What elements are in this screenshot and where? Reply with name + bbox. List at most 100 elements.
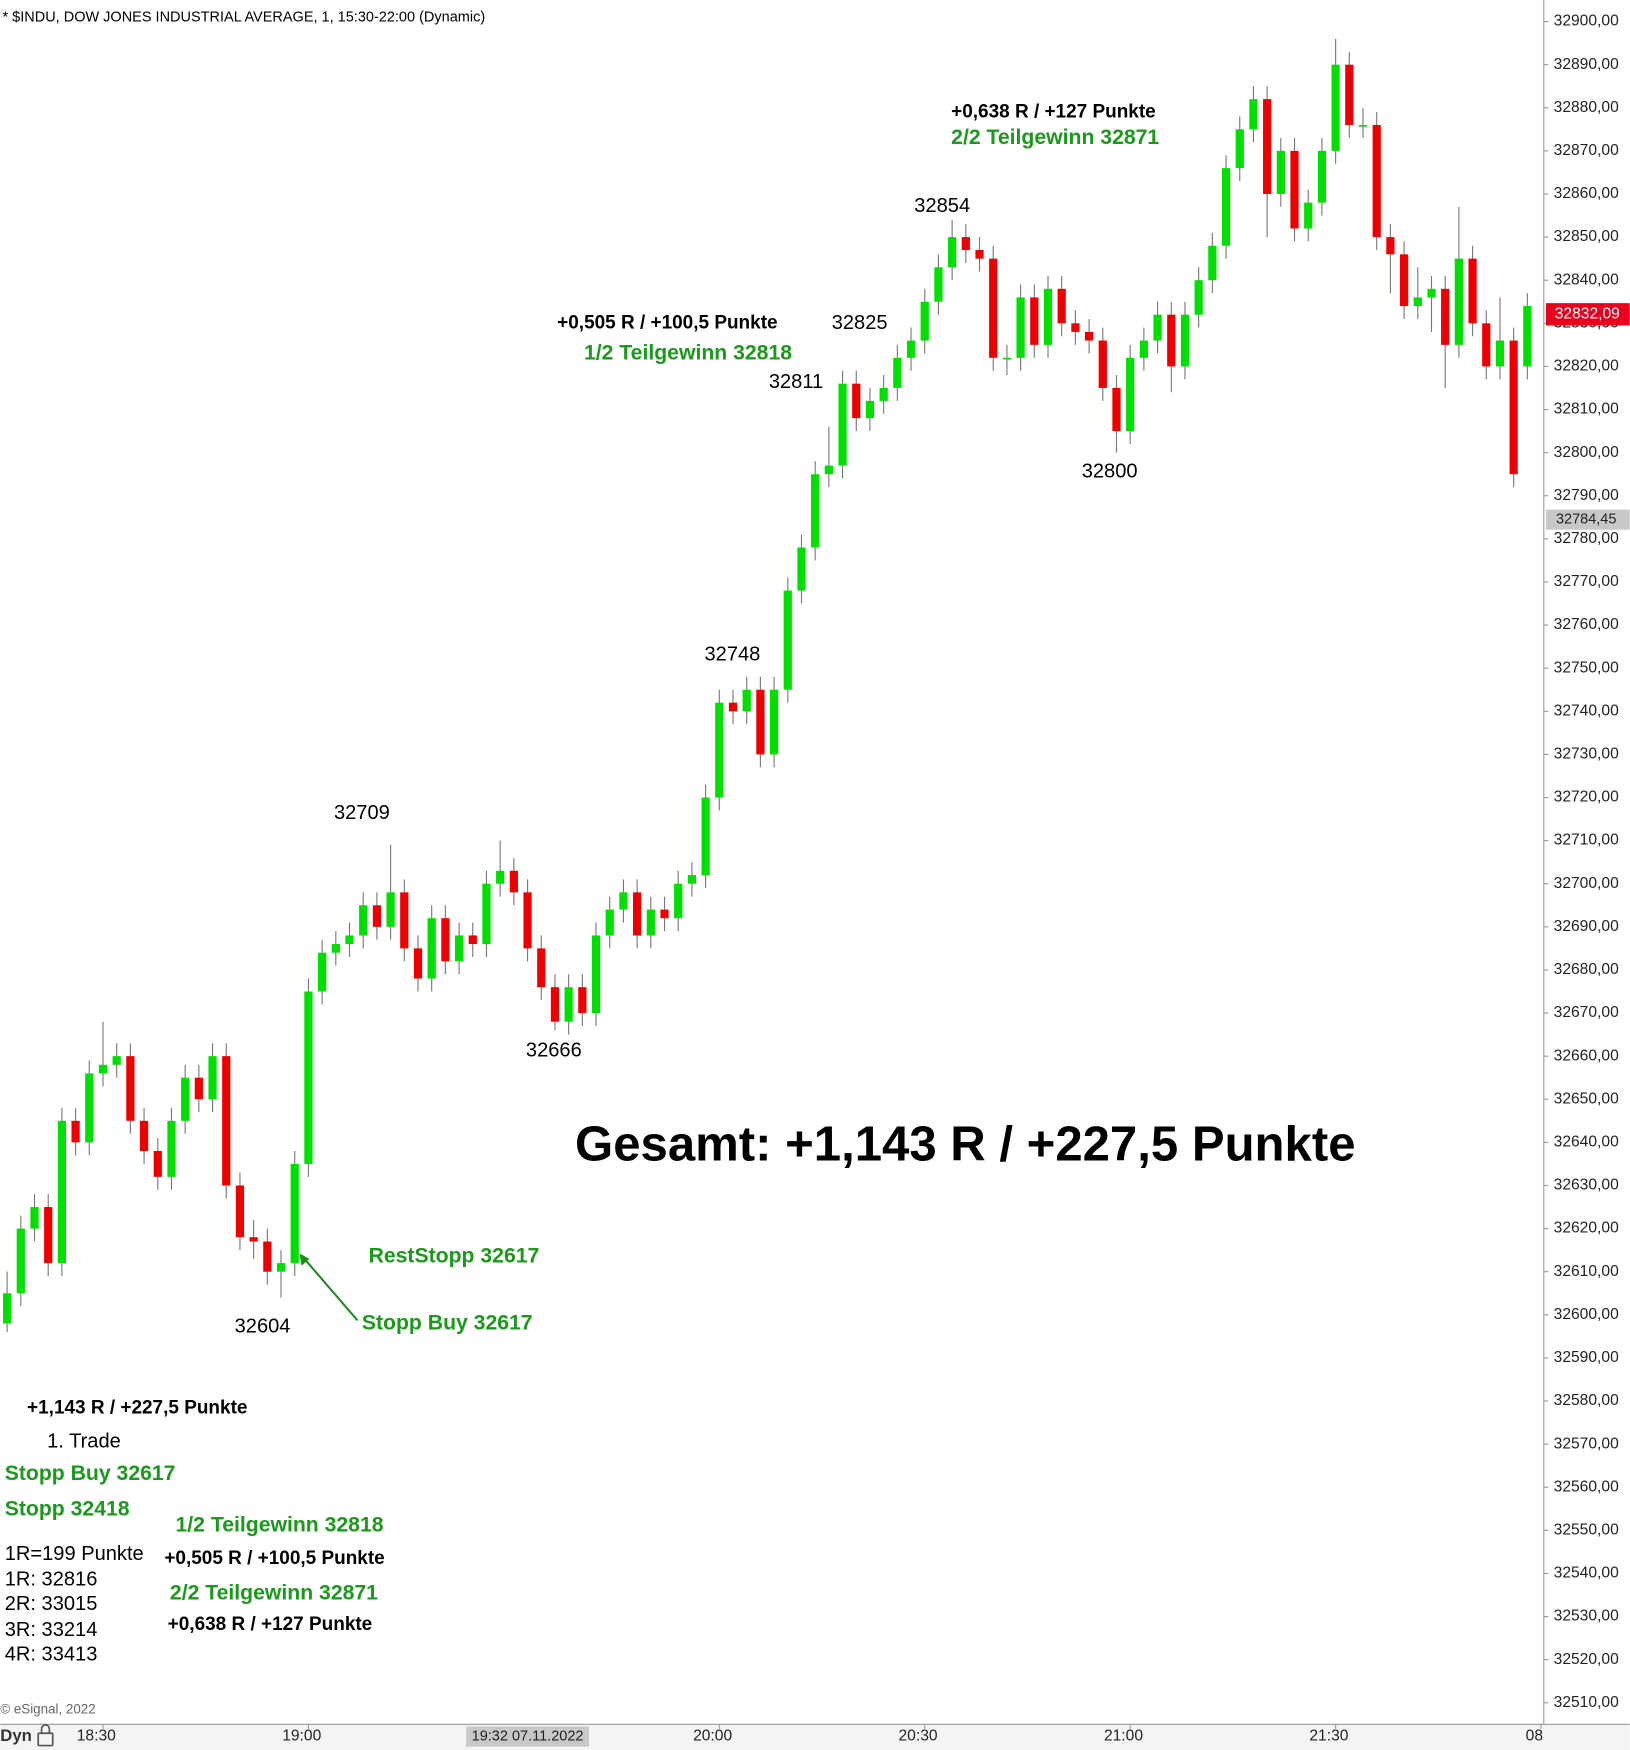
lock-icon[interactable] — [37, 1724, 54, 1747]
annotation: 2R: 33015 — [5, 1593, 98, 1615]
candle-body — [742, 689, 751, 712]
annotation: 1R=199 Punkte — [5, 1543, 144, 1565]
candle-body — [167, 1120, 176, 1177]
candle-body — [139, 1120, 149, 1151]
candle-body — [1139, 340, 1148, 358]
candle-body — [1509, 340, 1518, 475]
candle-body — [824, 465, 833, 475]
candle-body — [345, 935, 354, 945]
candle-body — [1427, 288, 1436, 298]
annotation: 32825 — [832, 312, 888, 334]
y-tick-label: 32570,00 — [1554, 1435, 1619, 1452]
annotation: RestStopp 32617 — [369, 1244, 540, 1267]
candle-body — [1084, 331, 1094, 341]
candle-body — [1468, 258, 1477, 324]
candle-body — [1304, 202, 1313, 229]
candle-body — [126, 1056, 135, 1121]
candle-body — [783, 590, 792, 690]
y-tick-label: 32580,00 — [1554, 1392, 1619, 1409]
candle-body — [948, 237, 957, 268]
y-tick-label: 32700,00 — [1554, 875, 1619, 892]
candle-body — [57, 1120, 67, 1264]
candle-body — [1358, 125, 1368, 127]
candle-body — [249, 1237, 258, 1242]
annotation: 1/2 Teilgewinn 32818 — [175, 1513, 383, 1536]
annotation: +0,505 R / +100,5 Punkte — [164, 1548, 384, 1569]
candle-body — [1495, 340, 1505, 367]
crosshair-time-box — [466, 1726, 589, 1747]
annotation: 32748 — [704, 643, 760, 665]
candle-body — [441, 918, 450, 962]
y-tick-label: 32610,00 — [1554, 1263, 1619, 1280]
x-tick-label: 21:00 — [1104, 1728, 1143, 1745]
y-tick-label: 32890,00 — [1554, 56, 1619, 73]
cursor-price-label: 32784,45 — [1556, 511, 1616, 527]
candle-body — [1043, 288, 1053, 345]
candle-body — [71, 1120, 80, 1143]
chart-title: * $INDU, DOW JONES INDUSTRIAL AVERAGE, 1… — [3, 10, 486, 26]
candle-body — [276, 1263, 286, 1272]
annotation: 32709 — [334, 802, 390, 824]
candle-body — [16, 1228, 25, 1294]
candle-body — [1482, 323, 1491, 367]
x-tick-label: 18:30 — [77, 1728, 116, 1745]
y-tick-label: 32800,00 — [1554, 444, 1619, 461]
candle-body — [1399, 254, 1409, 307]
y-tick-label: 32880,00 — [1554, 99, 1619, 116]
annotation: +0,638 R / +127 Punkte — [951, 102, 1156, 123]
y-tick-label: 32600,00 — [1554, 1306, 1619, 1323]
candle-body — [30, 1207, 39, 1229]
x-tick-label: 20:30 — [899, 1728, 938, 1745]
candle-body — [1057, 288, 1066, 324]
annotation: Stopp Buy 32617 — [362, 1311, 533, 1334]
arrow-head — [299, 1253, 310, 1266]
candle-body — [222, 1056, 231, 1186]
candle-body — [605, 909, 614, 936]
candle-body — [482, 883, 491, 945]
candle-body — [153, 1150, 162, 1177]
candle-body — [1372, 125, 1381, 238]
y-tick-label: 32870,00 — [1554, 142, 1619, 159]
annotation: 1. Trade — [47, 1430, 121, 1452]
candle-body — [920, 301, 929, 341]
y-tick-label: 32710,00 — [1554, 832, 1619, 849]
annotation: 2/2 Teilgewinn 32871 — [170, 1581, 378, 1604]
y-tick-label: 32860,00 — [1554, 185, 1619, 202]
candle-body — [44, 1207, 53, 1264]
candle-body — [756, 689, 765, 755]
y-tick-label: 32770,00 — [1554, 573, 1619, 590]
candle-body — [1235, 129, 1244, 169]
candle-body — [906, 340, 916, 358]
candle-body — [989, 258, 998, 358]
arrow — [300, 1254, 359, 1321]
candle-body — [318, 952, 327, 992]
candle-body — [879, 387, 888, 401]
y-tick-label: 32720,00 — [1554, 789, 1619, 806]
candle-body — [181, 1077, 190, 1121]
y-tick-label: 32660,00 — [1554, 1047, 1619, 1064]
candle-body — [537, 948, 546, 988]
annotation: Stopp Buy 32617 — [5, 1462, 176, 1485]
candle-body — [865, 400, 875, 419]
y-tick-label: 32590,00 — [1554, 1349, 1619, 1366]
y-tick-label: 32900,00 — [1554, 13, 1619, 30]
candle-body — [1413, 297, 1422, 307]
annotation: 2/2 Teilgewinn 32871 — [951, 126, 1159, 149]
candle-body — [359, 905, 368, 936]
candle-body — [1331, 64, 1340, 151]
annotation: 32800 — [1082, 460, 1138, 482]
candle-body — [728, 702, 738, 712]
candle-body — [235, 1185, 245, 1238]
y-tick-label: 32670,00 — [1554, 1004, 1619, 1021]
candle-body — [427, 918, 436, 979]
candle-body — [564, 987, 573, 1022]
cursor-price-box — [1546, 509, 1630, 530]
annotation: 1/2 Teilgewinn 32818 — [584, 341, 792, 364]
y-tick-label: 32840,00 — [1554, 271, 1619, 288]
candle-body — [1030, 297, 1039, 345]
candle-body — [372, 905, 382, 927]
y-tick-label: 32510,00 — [1554, 1694, 1619, 1711]
candle-body — [1276, 150, 1285, 194]
y-tick-label: 32540,00 — [1554, 1565, 1619, 1582]
candle-body — [674, 883, 683, 919]
